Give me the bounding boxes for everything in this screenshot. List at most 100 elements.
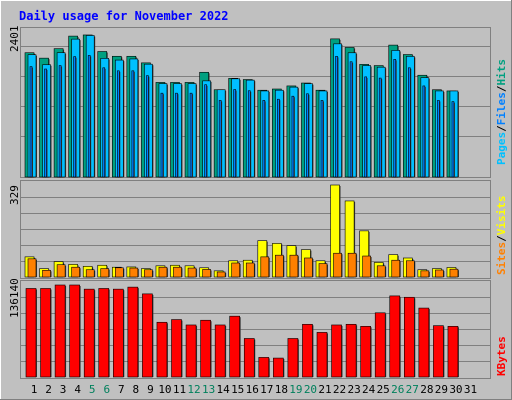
bar-files-day-7 [117, 70, 120, 178]
bar-kbytes-day-29 [433, 325, 444, 378]
bar-kbytes-day-25 [374, 312, 386, 378]
x-tick-label: 2 [45, 383, 52, 396]
legend-segment: Visits [495, 196, 508, 236]
x-tick-label: 26 [391, 383, 404, 396]
x-tick-label: 10 [158, 383, 171, 396]
bar-kbytes-day-18 [273, 357, 284, 378]
x-tick-label: 8 [133, 383, 140, 396]
legend-segment: Files [495, 92, 508, 125]
bar-files-day-6 [102, 67, 106, 178]
bar-files-day-29 [437, 100, 440, 178]
x-tick-label: 23 [347, 383, 360, 396]
chart-title: Daily usage for November 2022 [19, 9, 229, 23]
bar-sites-day-9 [144, 269, 153, 278]
legend-pages-files-hits: Pages/Files/Hits [495, 59, 508, 165]
bar-sites-day-20 [304, 257, 313, 278]
legend-segment: / [495, 235, 508, 242]
x-tick-label: 17 [260, 383, 273, 396]
bar-files-day-26 [393, 59, 397, 178]
legend-segment: / [495, 85, 508, 92]
bar-kbytes-day-9 [142, 293, 153, 378]
x-tick-label: 24 [362, 383, 376, 396]
bar-kbytes-day-8 [127, 286, 139, 378]
bar-sites-day-30 [449, 268, 459, 278]
bar-sites-day-7 [115, 267, 124, 278]
x-tick-label: 11 [173, 383, 186, 396]
bar-kbytes-day-2 [40, 288, 51, 378]
x-tick-label: 21 [318, 383, 331, 396]
x-tick-label: 7 [118, 383, 125, 396]
bar-kbytes-day-21 [316, 332, 328, 378]
x-tick-label: 20 [304, 383, 317, 396]
panel-kbytes-ymax: 136140 [8, 278, 21, 318]
bar-files-day-20 [306, 93, 309, 178]
panel-hits-ymax: 2401 [8, 26, 21, 53]
bar-kbytes-day-7 [113, 288, 124, 378]
legend-sites-visits: Sites/Visits [495, 196, 508, 276]
bar-files-day-18 [277, 98, 280, 178]
x-tick-label: 14 [217, 383, 231, 396]
bar-sites-day-3 [56, 264, 66, 278]
legend-segment: KBytes [495, 336, 508, 376]
bar-files-day-30 [451, 101, 455, 178]
bar-sites-day-14 [216, 271, 226, 278]
bar-files-day-15 [233, 89, 236, 178]
bar-files-day-19 [291, 95, 295, 178]
x-tick-label: 6 [103, 383, 110, 396]
bar-kbytes-day-19 [287, 338, 299, 378]
bar-sites-day-13 [202, 269, 211, 278]
bar-kbytes-day-16 [243, 338, 255, 378]
bar-kbytes-day-28 [418, 307, 430, 378]
bar-kbytes-day-15 [229, 315, 240, 378]
bar-sites-day-17 [260, 256, 270, 278]
bar-sites-day-10 [158, 266, 168, 278]
bar-sites-day-27 [405, 260, 415, 278]
x-tick-label: 18 [275, 383, 288, 396]
bar-sites-day-12 [187, 267, 197, 278]
bar-sites-day-1 [27, 258, 37, 278]
x-tick-label: 27 [406, 383, 419, 396]
bar-files-day-9 [146, 75, 149, 178]
bar-files-day-2 [44, 68, 47, 178]
x-tick-label: 15 [231, 383, 244, 396]
bar-sites-day-18 [275, 254, 284, 278]
bar-sites-day-6 [100, 268, 110, 278]
x-tick-label: 4 [74, 383, 81, 396]
bar-sites-day-8 [129, 267, 139, 278]
x-tick-label: 29 [435, 383, 448, 396]
bar-kbytes-day-30 [447, 326, 459, 378]
x-tick-label: 30 [449, 383, 462, 396]
bar-sites-day-21 [318, 263, 328, 278]
bar-kbytes-day-14 [214, 324, 226, 378]
bar-files-day-28 [422, 85, 426, 178]
bar-kbytes-day-22 [331, 324, 342, 378]
bar-files-day-27 [407, 67, 411, 178]
x-tick-label: 5 [89, 383, 96, 396]
bar-sites-day-15 [231, 262, 240, 278]
bar-kbytes-day-5 [83, 288, 95, 378]
bar-sites-day-23 [347, 252, 357, 278]
bar-files-day-3 [58, 65, 62, 178]
bar-files-day-13 [204, 84, 207, 178]
bar-files-day-16 [247, 90, 251, 178]
bar-kbytes-day-20 [302, 323, 313, 378]
bar-kbytes-day-26 [389, 295, 401, 378]
x-tick-label: 31 [464, 383, 477, 396]
x-tick-label: 16 [246, 383, 259, 396]
bar-files-day-22 [335, 56, 338, 178]
x-tick-label: 3 [60, 383, 67, 396]
bar-sites-day-5 [85, 269, 95, 278]
bar-files-day-11 [175, 92, 178, 178]
bar-files-day-4 [73, 56, 76, 178]
bar-files-day-21 [320, 100, 324, 178]
legend-segment: / [495, 125, 508, 132]
bar-files-day-8 [131, 70, 135, 178]
panel-kbytes-frame [20, 280, 491, 379]
x-tick-label: 12 [187, 383, 200, 396]
bar-files-day-5 [87, 55, 91, 178]
bar-sites-day-2 [42, 269, 51, 278]
bar-kbytes-day-23 [345, 323, 357, 378]
bar-kbytes-day-3 [54, 284, 66, 378]
bar-kbytes-day-24 [360, 326, 371, 378]
